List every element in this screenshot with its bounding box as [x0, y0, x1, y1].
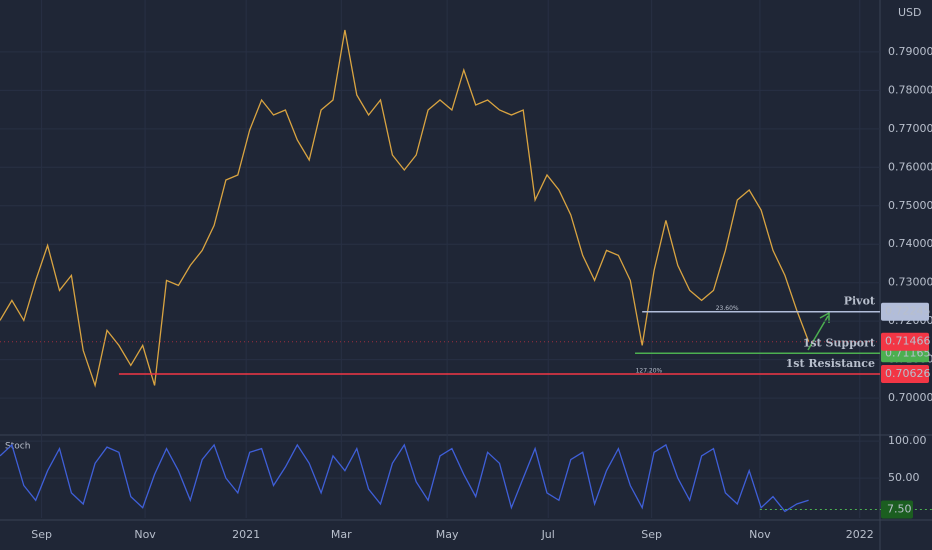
level-name: Pivot	[844, 295, 876, 308]
level-name: 1st Resistance	[786, 357, 875, 370]
fib-label: 127.20%	[636, 368, 663, 375]
price-box	[881, 365, 929, 383]
y-tick-label: 0.73000	[888, 276, 932, 289]
y-tick-label: 100.00	[888, 434, 927, 447]
x-tick-label: 2022	[846, 528, 874, 541]
price-box	[881, 332, 929, 351]
level-name: 1st Support	[803, 336, 876, 349]
y-tick-label: 50.00	[888, 471, 920, 484]
series-line	[0, 29, 810, 388]
value-box	[881, 500, 913, 519]
x-tick-label: May	[436, 528, 459, 541]
x-tick-label: Jul	[541, 528, 555, 541]
y-tick-label: 0.74000	[888, 237, 932, 250]
y-tick-label: 0.78000	[888, 83, 932, 96]
currency: USD	[898, 6, 922, 19]
price-box	[881, 302, 929, 321]
value-label: 7.50	[887, 503, 912, 516]
y-tick-label: 0.70000	[888, 391, 932, 404]
y-tick-label: 0.77000	[888, 122, 932, 135]
x-tick-label: Sep	[31, 528, 52, 541]
y-tick-label: 0.79000	[888, 45, 932, 58]
price-label: 0.72245	[885, 305, 931, 318]
x-tick-label: Nov	[749, 528, 771, 541]
x-tick-label: 2021	[232, 528, 260, 541]
x-tick-label: Mar	[331, 528, 352, 541]
y-tick-label: 0.76000	[888, 160, 932, 173]
price-label: 0.71466	[885, 335, 931, 348]
price-label: 0.70626	[885, 367, 931, 380]
x-tick-label: Nov	[134, 528, 156, 541]
pane-title: Stoch	[5, 442, 30, 452]
y-tick-label: 0.75000	[888, 199, 932, 212]
fib-label: 23.60%	[716, 305, 739, 312]
series-line	[0, 443, 809, 513]
arrow	[807, 311, 830, 351]
x-tick-label: Sep	[641, 528, 662, 541]
